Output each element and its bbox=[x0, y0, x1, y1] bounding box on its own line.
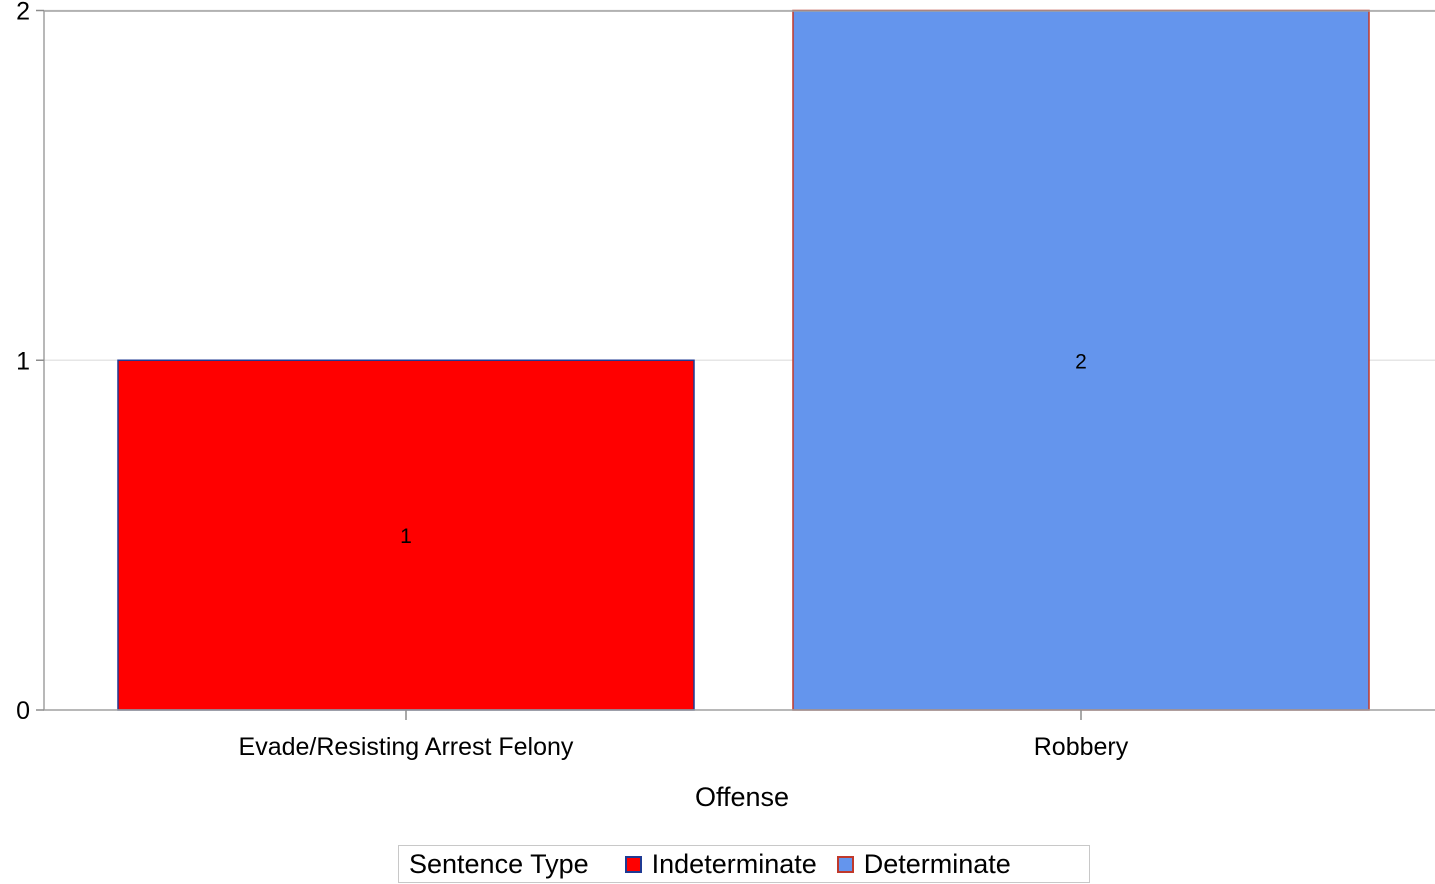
y-tick-label: 1 bbox=[16, 347, 30, 375]
x-tick-label: Evade/Resisting Arrest Felony bbox=[239, 733, 574, 761]
bar-robbery bbox=[792, 9, 1370, 711]
bar-data-label: 2 bbox=[1075, 350, 1087, 373]
legend-swatch-determinate bbox=[836, 855, 854, 873]
x-axis-title: Offense bbox=[695, 782, 789, 812]
legend-swatch-indeterminate bbox=[624, 855, 642, 873]
bar-data-label: 1 bbox=[400, 525, 412, 548]
x-axis: Evade/Resisting Arrest Felony Robbery bbox=[239, 710, 1129, 761]
legend-item-indeterminate: Indeterminate bbox=[624, 848, 817, 880]
legend: Sentence Type Indeterminate Determinate bbox=[398, 845, 1090, 883]
bars: 12 bbox=[117, 9, 1370, 711]
legend-item-determinate: Determinate bbox=[836, 848, 1011, 880]
legend-label-determinate: Determinate bbox=[863, 848, 1011, 879]
x-tick-label: Robbery bbox=[1034, 733, 1129, 761]
y-tick-label: 2 bbox=[16, 0, 30, 26]
legend-label-indeterminate: Indeterminate bbox=[651, 848, 817, 879]
bar-evade-resisting-arrest-felony bbox=[117, 359, 695, 711]
y-tick-label: 0 bbox=[16, 697, 30, 725]
legend-title: Sentence Type bbox=[409, 848, 589, 879]
y-axis: 0 1 2 bbox=[16, 0, 44, 725]
